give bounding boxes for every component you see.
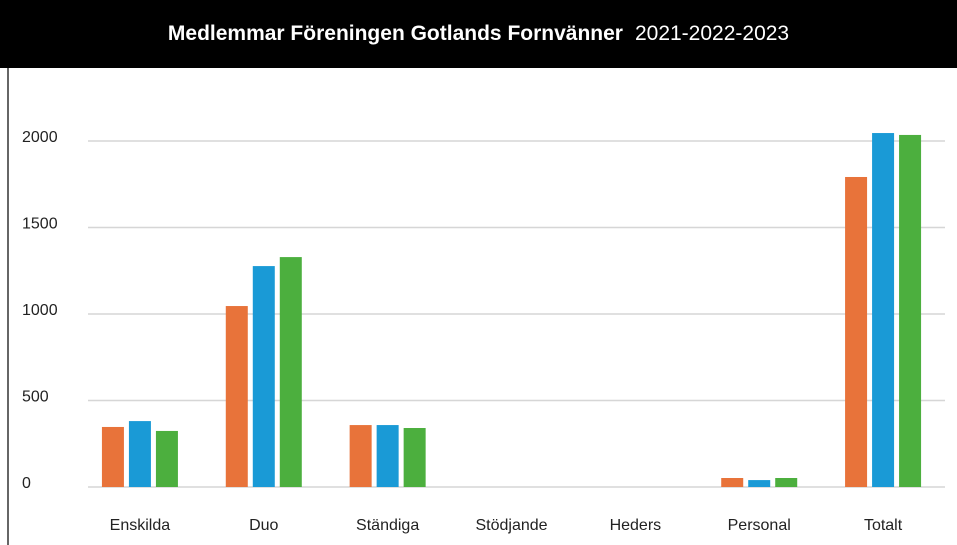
- y-tick-label: 1000: [22, 302, 58, 319]
- bar: [721, 478, 744, 487]
- x-tick-label: Ständiga: [356, 517, 419, 534]
- bar: [155, 430, 178, 487]
- bar: [225, 306, 248, 487]
- bar: [279, 257, 302, 487]
- y-tick-label: 2000: [22, 129, 58, 146]
- bar: [252, 266, 275, 487]
- bar: [845, 176, 868, 487]
- x-tick-label: Totalt: [864, 517, 903, 534]
- y-tick-label: 500: [22, 389, 49, 406]
- y-tick-label: 0: [22, 475, 31, 492]
- x-tick-label: Duo: [249, 517, 278, 534]
- x-tick-label: Heders: [610, 517, 662, 534]
- x-tick-label: Stödjande: [475, 517, 547, 534]
- bar: [376, 425, 399, 487]
- chart-subtitle: 2021-2022-2023: [634, 22, 790, 45]
- bar: [748, 480, 771, 487]
- bar: [349, 425, 372, 487]
- x-tick-label: Enskilda: [110, 517, 171, 534]
- chart-title: Medlemmar Föreningen Gotlands Fornvänner: [167, 22, 623, 45]
- bar: [403, 428, 426, 487]
- x-tick-label: Personal: [728, 517, 791, 534]
- bar: [872, 133, 895, 488]
- bar: [101, 426, 124, 487]
- bar: [899, 134, 922, 487]
- title-bar: Medlemmar Föreningen Gotlands Fornvänner…: [0, 0, 957, 68]
- y-tick-label: 1500: [22, 216, 58, 233]
- bar: [775, 478, 798, 487]
- bar: [128, 421, 151, 487]
